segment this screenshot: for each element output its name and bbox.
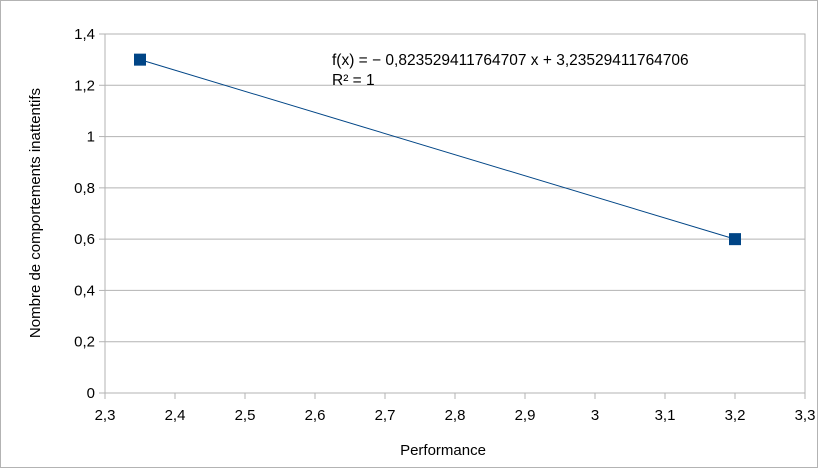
x-tick-label: 3,1: [655, 407, 676, 424]
x-tick-label: 3,2: [725, 407, 746, 424]
y-tick-label: 0,4: [74, 282, 95, 299]
y-tick-label: 1,2: [74, 77, 95, 94]
x-tick-label: 2,8: [445, 407, 466, 424]
y-axis-title: Nombre de comportements inattentifs: [27, 88, 44, 338]
data-points: [134, 53, 741, 246]
trendline: [139, 59, 736, 240]
gridlines: [105, 33, 805, 394]
x-tick-label: 2,3: [95, 407, 116, 424]
y-tick-label: 0,6: [74, 231, 95, 248]
x-tick-label: 2,7: [375, 407, 396, 424]
axes: [99, 33, 806, 399]
x-tick-label: 3: [591, 407, 599, 424]
data-point: [134, 53, 146, 66]
y-tick-label: 1: [87, 129, 95, 146]
x-tick-label: 2,5: [235, 407, 256, 424]
plot-area-border: [104, 33, 806, 394]
trendline-r-squared: R² = 1: [332, 72, 375, 89]
x-tick-labels: 2,3 2,4 2,5 2,6 2,7 2,8 2,9 3 3,1 3,2 3,3: [95, 407, 816, 424]
x-tick-label: 2,6: [305, 407, 326, 424]
y-tick-label: 0: [87, 385, 95, 402]
trendline-equation: f(x) = − 0,823529411764707 x + 3,2352941…: [332, 52, 689, 69]
x-tick-label: 2,4: [165, 407, 186, 424]
y-tick-label: 0,2: [74, 334, 95, 351]
data-point: [729, 233, 741, 246]
x-axis-title: Performance: [400, 442, 486, 459]
y-tick-label: 0,8: [74, 180, 95, 197]
trendline-group: [139, 59, 736, 240]
x-tick-label: 2,9: [515, 407, 536, 424]
y-tick-labels: 0 0,2 0,4 0,6 0,8 1 1,2 1,4: [74, 26, 95, 402]
y-tick-label: 1,4: [74, 26, 95, 43]
x-tick-label: 3,3: [795, 407, 816, 424]
